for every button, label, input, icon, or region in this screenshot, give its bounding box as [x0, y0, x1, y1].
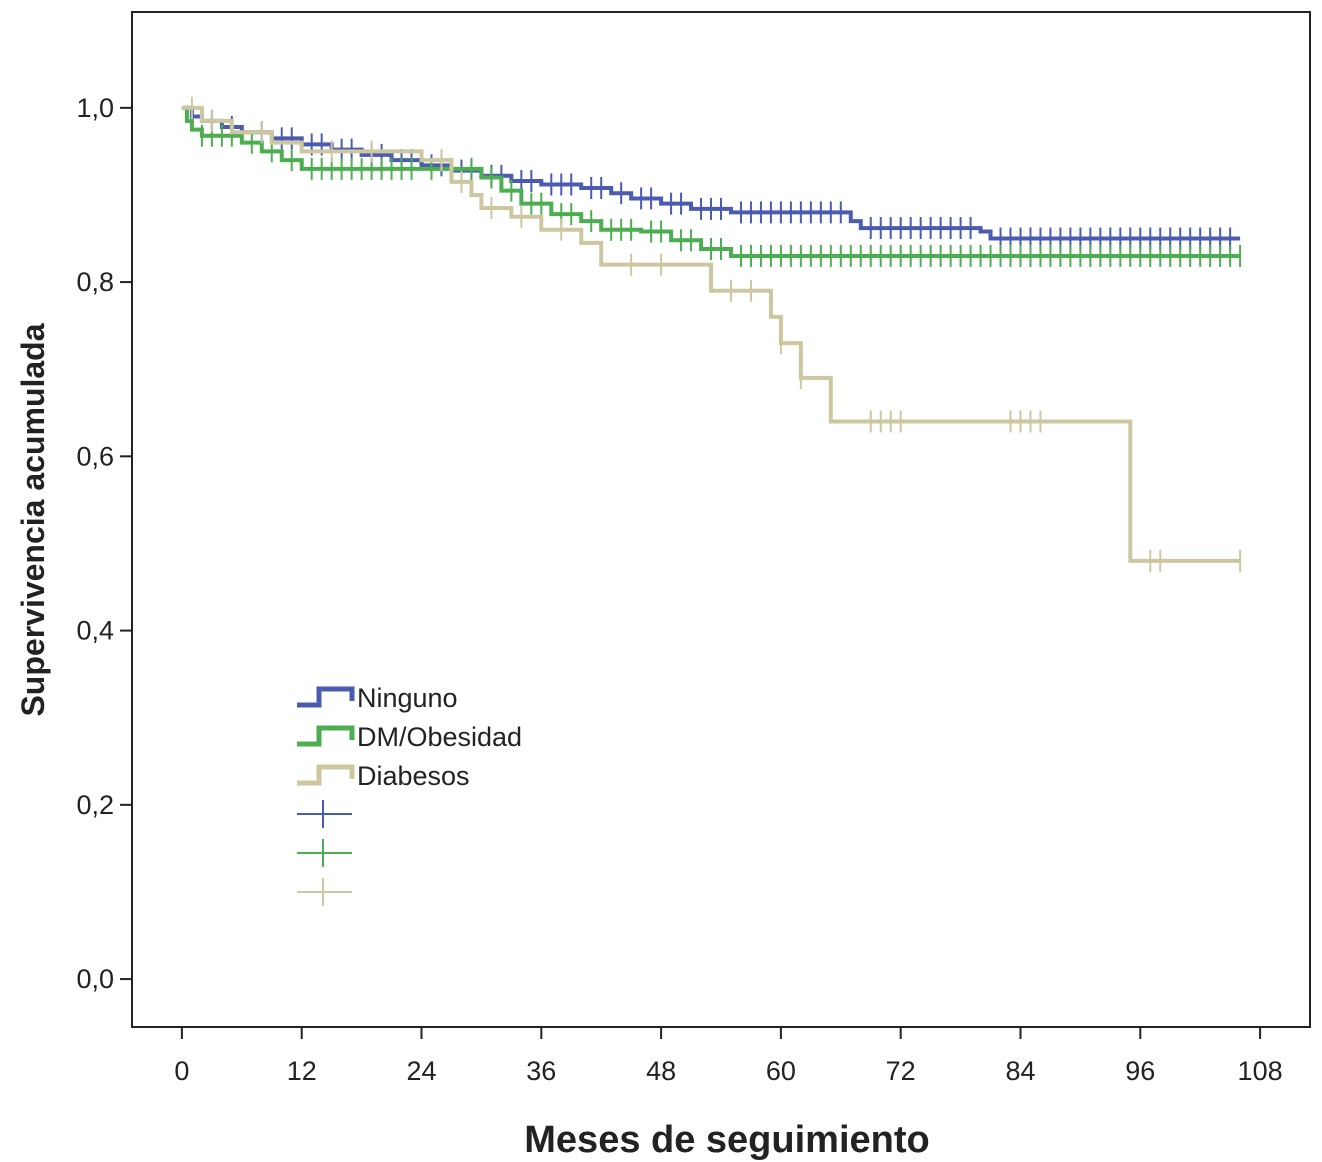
legend-swatch — [297, 764, 355, 786]
legend: Ninguno DM/Obesidad Diabesos — [297, 683, 522, 906]
plot-area — [131, 11, 1311, 1028]
y-axis-label: Supervivencia acumulada — [15, 323, 51, 716]
x-axis: 0 12 24 36 48 60 72 84 96 108 — [174, 1027, 1283, 1086]
series-layer — [181, 96, 1242, 572]
x-tick-label: 12 — [287, 1056, 317, 1086]
legend-label: DM/Obesidad — [357, 722, 522, 752]
x-tick-label: 36 — [526, 1056, 556, 1086]
series-2 — [181, 105, 1242, 267]
legend-label: Diabesos — [357, 761, 470, 791]
y-tick-label: 0,8 — [76, 267, 114, 297]
legend-label: Ninguno — [357, 683, 458, 713]
x-tick-label: 72 — [886, 1056, 916, 1086]
x-tick-label: 24 — [406, 1056, 436, 1086]
x-tick-label: 0 — [174, 1056, 189, 1086]
x-tick-label: 48 — [646, 1056, 676, 1086]
legend-swatch — [297, 686, 355, 708]
y-tick-label: 0,4 — [76, 616, 114, 646]
y-tick-label: 0,2 — [76, 790, 114, 820]
y-tick-label: 0,0 — [76, 964, 114, 994]
x-tick-label: 108 — [1238, 1056, 1283, 1086]
legend-swatch — [297, 725, 355, 747]
y-axis: 0,0 0,2 0,4 0,6 0,8 1,0 — [76, 93, 132, 994]
y-tick-label: 0,6 — [76, 441, 114, 471]
x-tick-label: 84 — [1005, 1056, 1035, 1086]
y-tick-label: 1,0 — [76, 93, 114, 123]
series-3 — [181, 96, 1242, 572]
series-line — [181, 105, 1241, 563]
x-axis-label: Meses de seguimiento — [524, 1119, 929, 1161]
x-tick-label: 96 — [1125, 1056, 1155, 1086]
x-tick-label: 60 — [766, 1056, 796, 1086]
